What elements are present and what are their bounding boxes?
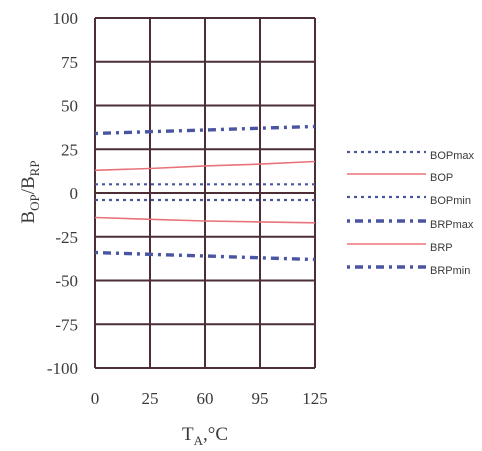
y-tick-label: -100: [47, 359, 78, 378]
x-tick-label: 0: [91, 389, 100, 408]
x-tick-label: 25: [142, 389, 159, 408]
legend-label-brpmin: BRPmin: [430, 265, 470, 277]
y-tick-label: -75: [55, 315, 78, 334]
series-group: [94, 124, 316, 262]
y-tick-labels: 100 75 50 25 0 -25 -50 -75 -100: [47, 9, 78, 378]
y-axis-title: BOP/BRP: [18, 160, 42, 223]
x-tick-labels: 0 25 60 95 125: [91, 389, 328, 408]
series-bop: [94, 160, 316, 172]
grid: [94, 17, 316, 369]
y-tick-label: 75: [61, 53, 78, 72]
legend: BOPmax BOP BOPmin BRPmax BRP BRPmin: [347, 150, 475, 277]
series-brpmin: [94, 250, 316, 262]
y-tick-label: 0: [70, 184, 79, 203]
series-brp: [94, 216, 316, 224]
series-brpmax: [94, 124, 316, 136]
legend-label-bopmax: BOPmax: [430, 150, 475, 162]
y-tick-label: -25: [55, 228, 78, 247]
y-tick-label: 25: [61, 140, 78, 159]
x-tick-label: 125: [302, 389, 328, 408]
y-tick-label: -50: [55, 272, 78, 291]
legend-label-brpmax: BRPmax: [430, 219, 474, 231]
legend-label-brp: BRP: [430, 242, 453, 254]
legend-label-bop: BOP: [430, 172, 453, 184]
x-tick-label: 60: [197, 389, 214, 408]
legend-label-bopmin: BOPmin: [430, 195, 471, 207]
x-tick-label: 95: [252, 389, 269, 408]
y-tick-label: 50: [61, 97, 78, 116]
y-tick-label: 100: [53, 9, 79, 28]
x-axis-title: TA,°C: [182, 424, 228, 448]
